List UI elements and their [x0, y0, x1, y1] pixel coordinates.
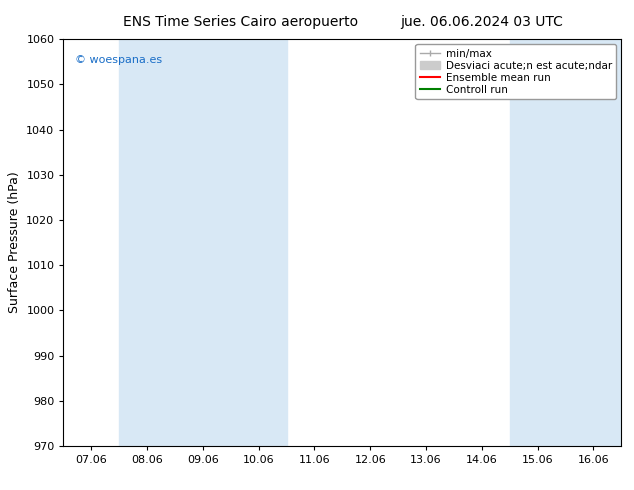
Text: jue. 06.06.2024 03 UTC: jue. 06.06.2024 03 UTC	[401, 15, 563, 29]
Bar	[119, 39, 287, 446]
Y-axis label: Surface Pressure (hPa): Surface Pressure (hPa)	[8, 172, 21, 314]
Bar	[510, 39, 621, 446]
Text: © woespana.es: © woespana.es	[75, 55, 162, 66]
Legend: min/max, Desviaci acute;n est acute;ndar, Ensemble mean run, Controll run: min/max, Desviaci acute;n est acute;ndar…	[415, 45, 616, 99]
Text: ENS Time Series Cairo aeropuerto: ENS Time Series Cairo aeropuerto	[124, 15, 358, 29]
